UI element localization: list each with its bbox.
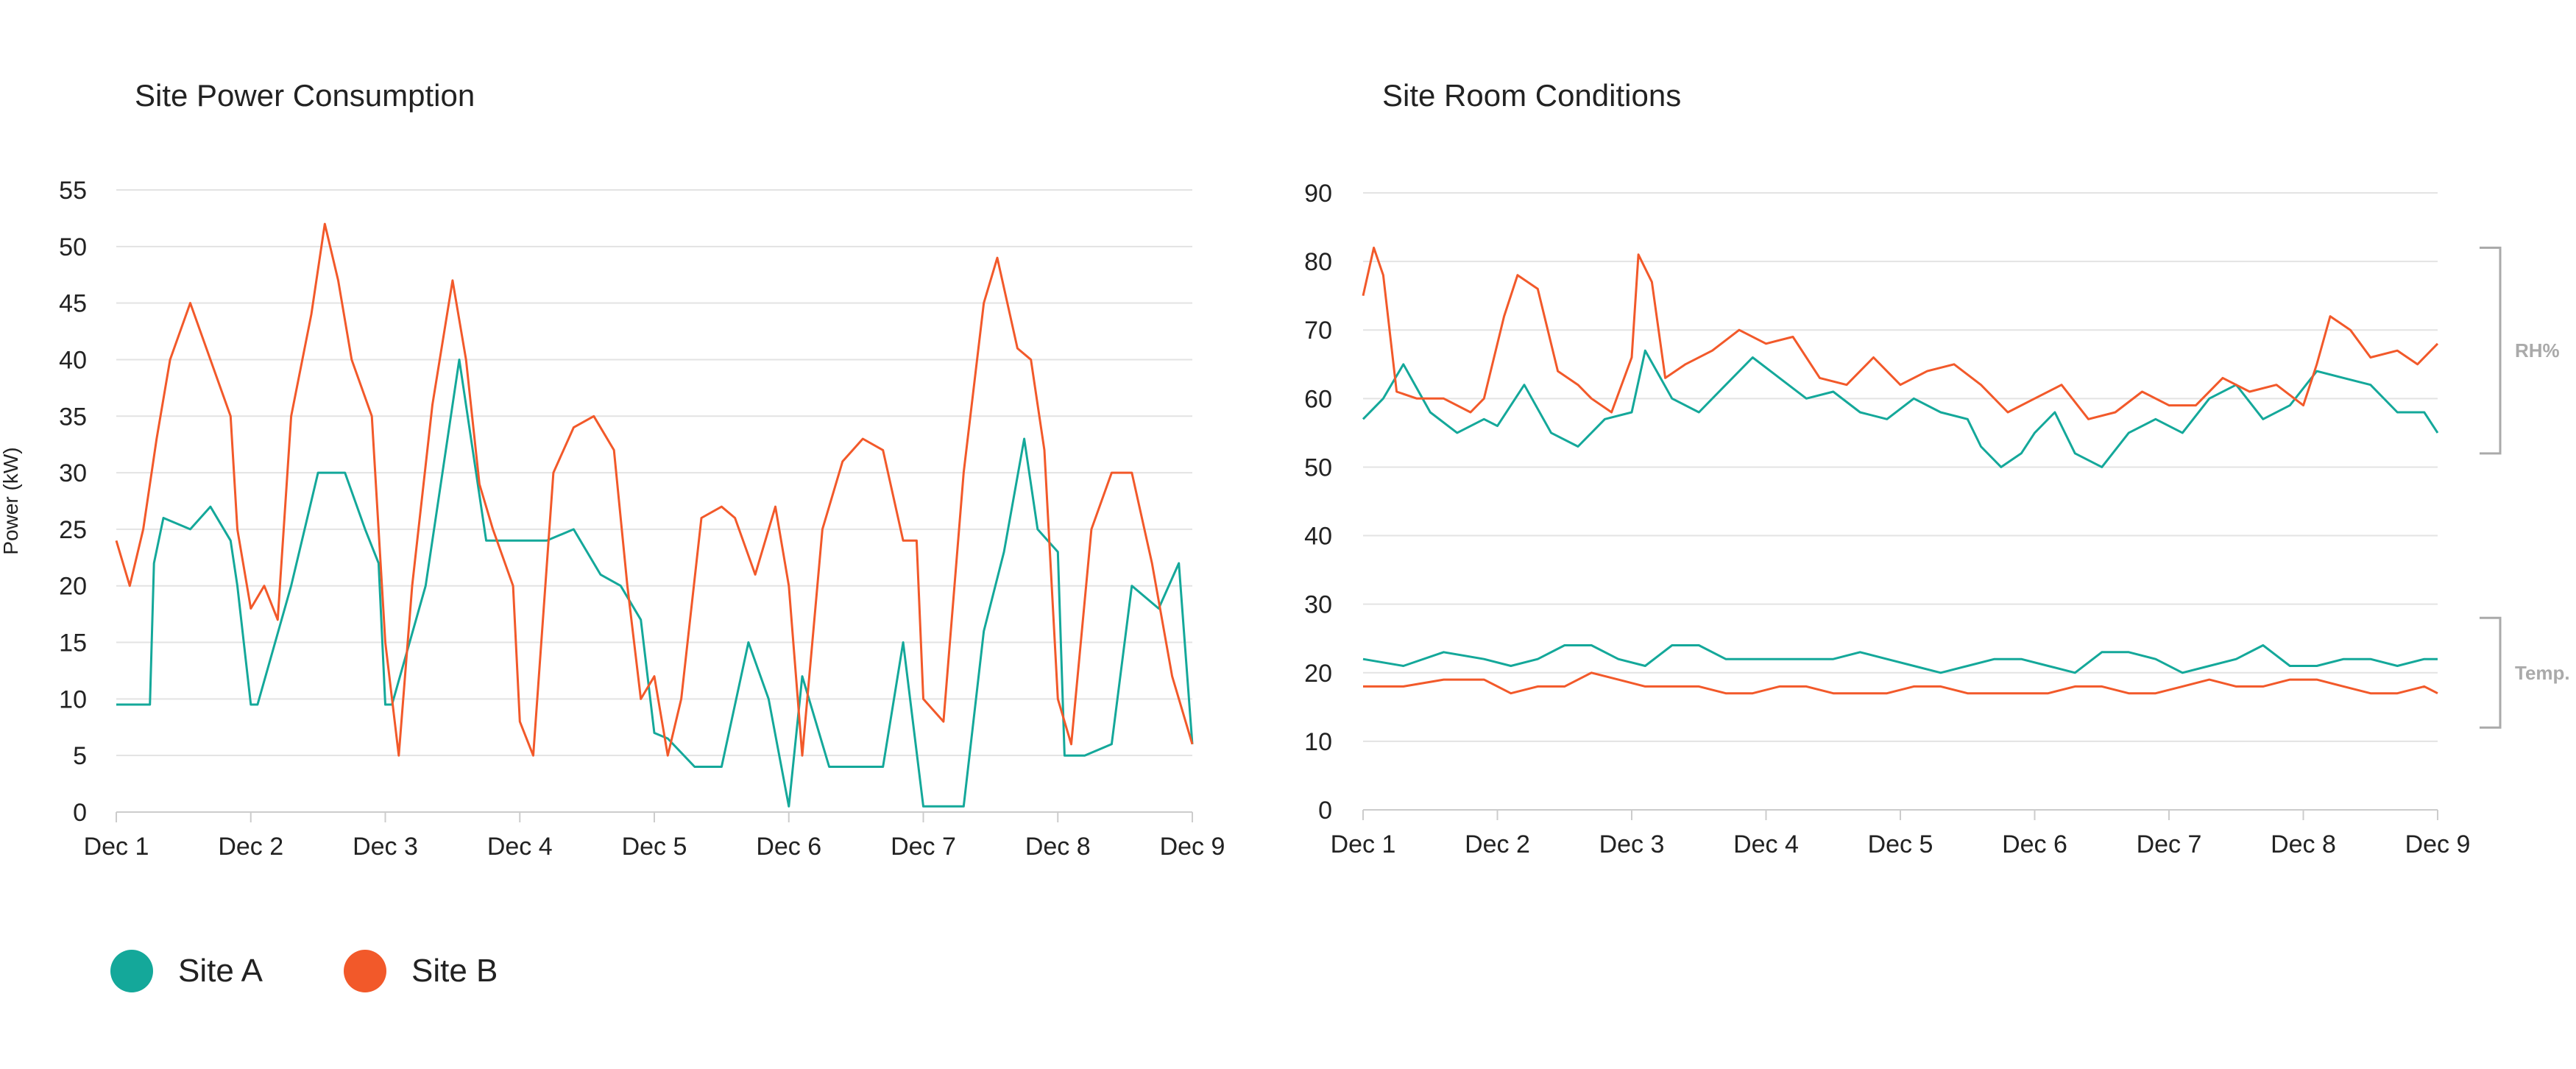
y-tick-label: 40 (59, 346, 87, 374)
y-tick-label: 0 (1318, 797, 1332, 825)
y-tick-label: 25 (59, 516, 87, 544)
y-tick-label: 55 (59, 177, 87, 205)
x-tick-label: Dec 6 (756, 833, 821, 861)
y-tick-label: 50 (59, 233, 87, 261)
bracket-label: RH% (2515, 339, 2560, 361)
y-tick-label: 0 (73, 799, 87, 827)
legend-label-site-b: Site B (411, 953, 498, 989)
x-tick-label: Dec 7 (2137, 830, 2202, 858)
y-tick-label: 30 (1304, 591, 1332, 619)
bracket-rh (2480, 246, 2502, 455)
x-tick-label: Dec 8 (2271, 830, 2336, 858)
y-tick-label: 35 (59, 403, 87, 431)
legend-item-site-a: Site A (110, 950, 263, 992)
y-tick-label: 45 (59, 290, 87, 318)
legend-item-site-b: Site B (343, 950, 498, 992)
series-line-site-b (1363, 671, 2438, 695)
x-tick-label: Dec 6 (2002, 830, 2067, 858)
x-tick-label: Dec 5 (622, 833, 687, 861)
y-tick-label: 15 (59, 629, 87, 657)
series-line-site-b (1362, 247, 2439, 420)
y-tick-label: 30 (59, 459, 87, 487)
bracket-label: Temp. (2515, 662, 2570, 684)
y-tick-label: 70 (1304, 317, 1332, 345)
x-tick-label: Dec 2 (218, 833, 283, 861)
x-tick-label: Dec 5 (1868, 830, 1933, 858)
x-tick-label: Dec 1 (84, 833, 149, 861)
y-tick-label: 60 (1304, 385, 1332, 413)
x-tick-label: Dec 4 (487, 833, 553, 861)
series-line-site-a (1362, 644, 2438, 674)
series-line-site-a (1362, 349, 2439, 468)
x-tick-label: Dec 9 (2405, 830, 2471, 858)
y-tick-label: 5 (73, 742, 87, 770)
y-tick-label: 40 (1304, 523, 1332, 551)
series-line-site-b (115, 222, 1194, 757)
y-tick-label: 20 (1304, 660, 1332, 688)
legend-swatch-site-b (343, 950, 386, 992)
power-chart-title: Site Power Consumption (135, 78, 475, 113)
y-tick-label: 10 (1304, 728, 1332, 756)
x-tick-label: Dec 8 (1025, 833, 1091, 861)
y-tick-label: 10 (59, 685, 87, 713)
x-tick-label: Dec 4 (1733, 830, 1799, 858)
legend-swatch-site-a (110, 950, 153, 992)
legend-label-site-a: Site A (178, 953, 263, 989)
y-axis-title: Power (kW) (0, 447, 22, 554)
x-tick-label: Dec 1 (1331, 830, 1396, 858)
y-tick-label: 90 (1304, 180, 1332, 208)
y-tick-label: 80 (1304, 248, 1332, 276)
bracket-temp (2480, 616, 2502, 729)
x-tick-label: Dec 3 (353, 833, 418, 861)
x-tick-label: Dec 9 (1160, 833, 1225, 861)
conditions-chart-title: Site Room Conditions (1382, 78, 1682, 113)
legend: Site A Site B (110, 950, 578, 992)
series-line-site-a (116, 359, 1194, 808)
x-tick-label: Dec 3 (1599, 830, 1665, 858)
x-tick-label: Dec 7 (891, 833, 956, 861)
x-tick-label: Dec 2 (1465, 830, 1530, 858)
y-tick-label: 50 (1304, 454, 1332, 481)
y-tick-label: 20 (59, 573, 87, 601)
